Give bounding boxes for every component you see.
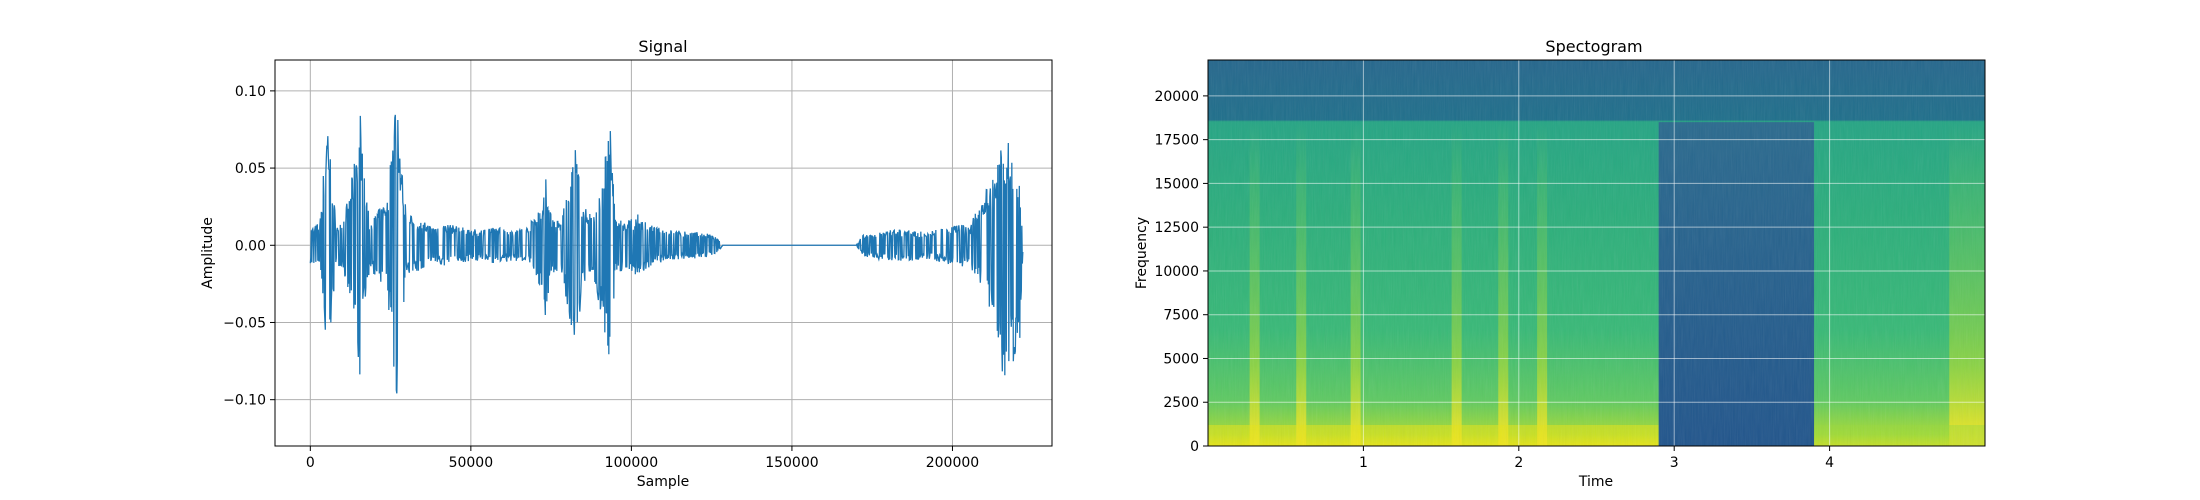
signal-chart: Signal 0 50000 100000 150000 200000 −0.10−0.… — [200, 37, 1053, 490]
x-tick-label: 50000 — [449, 455, 494, 471]
signal-title: Signal — [638, 37, 687, 56]
y-tick-label: 7500 — [1163, 308, 1199, 324]
x-tick-label: 2 — [1514, 455, 1523, 471]
x-tick-label: 150000 — [765, 455, 818, 471]
y-tick-label: 2500 — [1163, 395, 1199, 411]
y-tick-label: 15000 — [1154, 176, 1199, 192]
y-tick-label: 5000 — [1163, 351, 1199, 367]
spectrogram-chart: Spectogram — [1134, 37, 1986, 490]
y-tick-label: 12500 — [1154, 220, 1199, 236]
spectrogram-title: Spectogram — [1545, 37, 1642, 56]
spectrogram-plot-frame — [1207, 59, 1986, 447]
y-tick-label: 0.00 — [235, 238, 266, 254]
signal-series-line — [309, 114, 1024, 394]
spectrogram-ylabel: Frequency — [1134, 217, 1150, 289]
y-tick-label: 0.05 — [235, 161, 266, 177]
signal-y-ticks: −0.10 −0.05 0.00 0.05 0.10 — [223, 84, 275, 409]
x-tick-label: 0 — [306, 455, 315, 471]
signal-xlabel: Sample — [637, 474, 690, 490]
spectrogram-x-ticks: 1 2 3 4 — [1359, 446, 1834, 471]
y-tick-label: 17500 — [1154, 133, 1199, 149]
spectrogram-grid — [1208, 60, 1985, 446]
signal-ylabel: Amplitude — [200, 217, 216, 289]
y-tick-label: 10000 — [1154, 264, 1199, 280]
x-tick-label: 100000 — [605, 455, 658, 471]
y-tick-label: 20000 — [1154, 89, 1199, 105]
y-tick-label: 0.10 — [235, 84, 266, 100]
signal-x-ticks: 0 50000 100000 150000 200000 — [306, 446, 979, 471]
spectrogram-y-ticks: 0 2500 5000 7500 10000 12500 15000 17500 20000 — [1154, 89, 1208, 455]
x-tick-label: 1 — [1359, 455, 1368, 471]
y-tick-label: −0.05 — [223, 315, 266, 331]
signal-plot-frame — [274, 59, 1053, 447]
x-tick-label: 3 — [1670, 455, 1679, 471]
spectrogram-texture — [1208, 60, 1985, 446]
spectrogram-xlabel: Time — [1578, 474, 1613, 490]
y-tick-label: −0.10 — [223, 393, 266, 409]
y-tick-label: 0 — [1190, 439, 1199, 455]
x-tick-label: 4 — [1825, 455, 1834, 471]
x-tick-label: 200000 — [926, 455, 979, 471]
